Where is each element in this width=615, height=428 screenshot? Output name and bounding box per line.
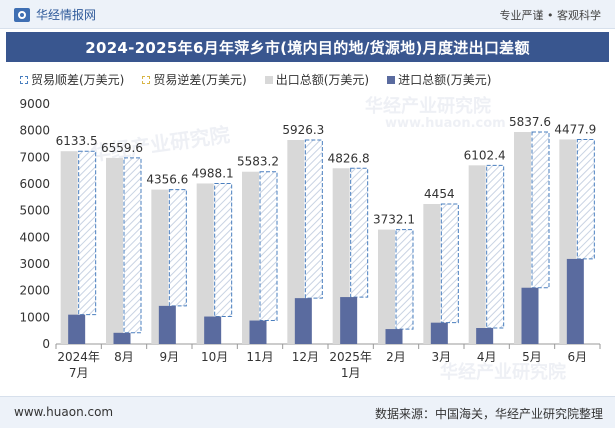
y-tick-label: 8000: [19, 124, 50, 138]
x-tick-label: 10月: [201, 350, 228, 364]
export-bar: [468, 165, 486, 344]
surplus-bar: [440, 203, 459, 324]
chart-legend: 贸易顺差(万美元) 贸易逆差(万美元) 出口总额(万美元) 进口总额(万美元): [20, 71, 492, 88]
title-bar: 2024-2025年6月年萍乡市(境内目的地/货源地)月度进出口差额: [6, 32, 609, 62]
watermark-url: www.huaon.com: [385, 116, 506, 131]
legend-swatch-deficit: [142, 75, 151, 84]
x-tick-label: 5月: [522, 350, 542, 364]
surplus-data-label: 4477.9: [554, 122, 596, 136]
import-bar: [476, 328, 494, 344]
legend-swatch-export: [264, 75, 273, 84]
x-tick-label: 1月: [341, 366, 361, 380]
footer-bar: www.huaon.com 数据来源：中国海关，华经产业研究院整理: [0, 396, 615, 428]
export-bar: [151, 189, 169, 344]
y-tick-label: 9000: [19, 97, 50, 111]
legend-swatch-surplus: [20, 75, 28, 84]
x-tick-label: 9月: [160, 350, 180, 364]
import-bar: [68, 314, 86, 344]
x-tick-label: 7月: [69, 366, 89, 380]
y-tick-label: 1000: [19, 310, 50, 324]
x-tick-label: 2月: [386, 350, 406, 364]
surplus-data-label: 5837.6: [509, 115, 551, 129]
import-bar: [340, 297, 358, 344]
x-tick-label: 8月: [114, 350, 134, 364]
legend-item-surplus: 贸易顺差(万美元): [20, 71, 124, 88]
import-bar: [430, 322, 448, 344]
surplus-bar: [350, 167, 369, 298]
brand-name: 华经情报网: [36, 8, 97, 22]
surplus-data-label: 4356.6: [146, 173, 188, 187]
surplus-data-label: 4826.8: [328, 151, 370, 165]
import-bar: [566, 258, 584, 344]
import-bar: [294, 298, 312, 344]
export-bar: [242, 171, 259, 344]
x-tick-label: 4月: [477, 350, 497, 364]
chart-title: 2024-2025年6月年萍乡市(境内目的地/货源地)月度进出口差额: [85, 38, 530, 57]
brand-logo-icon: [14, 7, 30, 22]
x-tick-label: 11月: [246, 350, 273, 364]
legend-item-export: 出口总额(万美元): [264, 71, 370, 88]
surplus-data-label: 5926.3: [282, 123, 324, 137]
export-bar: [287, 140, 305, 344]
import-bar: [113, 332, 131, 344]
tagline: 专业严谨 • 客观科学: [499, 9, 601, 22]
export-bar: [378, 229, 395, 344]
surplus-bar: [123, 157, 142, 334]
import-bar: [521, 287, 539, 344]
legend-item-import: 进口总额(万美元): [387, 71, 492, 88]
surplus-bar: [531, 131, 550, 289]
y-tick-label: 2000: [19, 284, 50, 298]
surplus-data-label: 4988.1: [192, 166, 234, 180]
header-bar: 华经情报网 专业严谨 • 客观科学: [0, 0, 615, 29]
watermark-text: 华经产业研究院: [365, 96, 491, 117]
surplus-bar: [576, 138, 595, 260]
surplus-bar: [395, 229, 414, 330]
x-tick-label: 6月: [568, 350, 588, 364]
import-bar: [385, 329, 403, 344]
surplus-data-label: 6559.6: [101, 141, 143, 155]
import-bar: [158, 305, 176, 344]
surplus-data-label: 5583.2: [237, 155, 279, 169]
export-bar: [60, 151, 78, 344]
y-tick-label: 4000: [19, 230, 50, 244]
surplus-bar: [486, 164, 505, 329]
surplus-bar: [78, 150, 97, 316]
chart-canvas: 0 1000 2000 3000 4000 5000 6000 7000 8000 9000 613…: [19, 97, 601, 380]
footer-site[interactable]: www.huaon.com: [14, 405, 114, 419]
x-tick-label: 12月: [292, 350, 319, 364]
legend-label-import: 进口总额(万美元): [398, 73, 492, 87]
surplus-bar: [214, 182, 233, 318]
legend-label-export: 出口总额(万美元): [275, 73, 370, 87]
x-tick-label: 3月: [432, 350, 452, 364]
y-tick-label: 3000: [19, 257, 50, 271]
import-bar: [204, 316, 222, 344]
surplus-data-label: 6102.4: [464, 148, 506, 162]
export-bar: [423, 204, 441, 344]
surplus-data-label: 4454: [424, 187, 455, 201]
y-tick-label: 6000: [19, 177, 50, 191]
y-tick-label: 0: [42, 337, 50, 351]
footer-source: 数据来源：中国海关，华经产业研究院整理: [374, 407, 603, 421]
watermark-text-3: 华经产业研究院: [440, 362, 566, 383]
surplus-bar: [259, 171, 278, 322]
import-bar: [249, 320, 267, 344]
legend-item-deficit: 贸易逆差(万美元): [142, 71, 247, 88]
legend-label-deficit: 贸易逆差(万美元): [153, 73, 247, 87]
x-tick-label: 2024年: [57, 350, 100, 364]
surplus-data-label: 3732.1: [373, 213, 415, 227]
x-tick-label: 2025年: [329, 350, 372, 364]
surplus-bar: [168, 189, 187, 307]
surplus-bar: [304, 139, 323, 299]
surplus-data-label: 6133.5: [56, 134, 98, 148]
legend-swatch-import: [387, 75, 396, 84]
export-bar: [196, 183, 214, 344]
export-bar: [106, 157, 123, 344]
legend-label-surplus: 贸易顺差(万美元): [31, 73, 125, 87]
y-tick-label: 7000: [19, 150, 50, 164]
brand[interactable]: 华经情报网: [14, 6, 96, 23]
y-tick-label: 5000: [19, 204, 50, 218]
